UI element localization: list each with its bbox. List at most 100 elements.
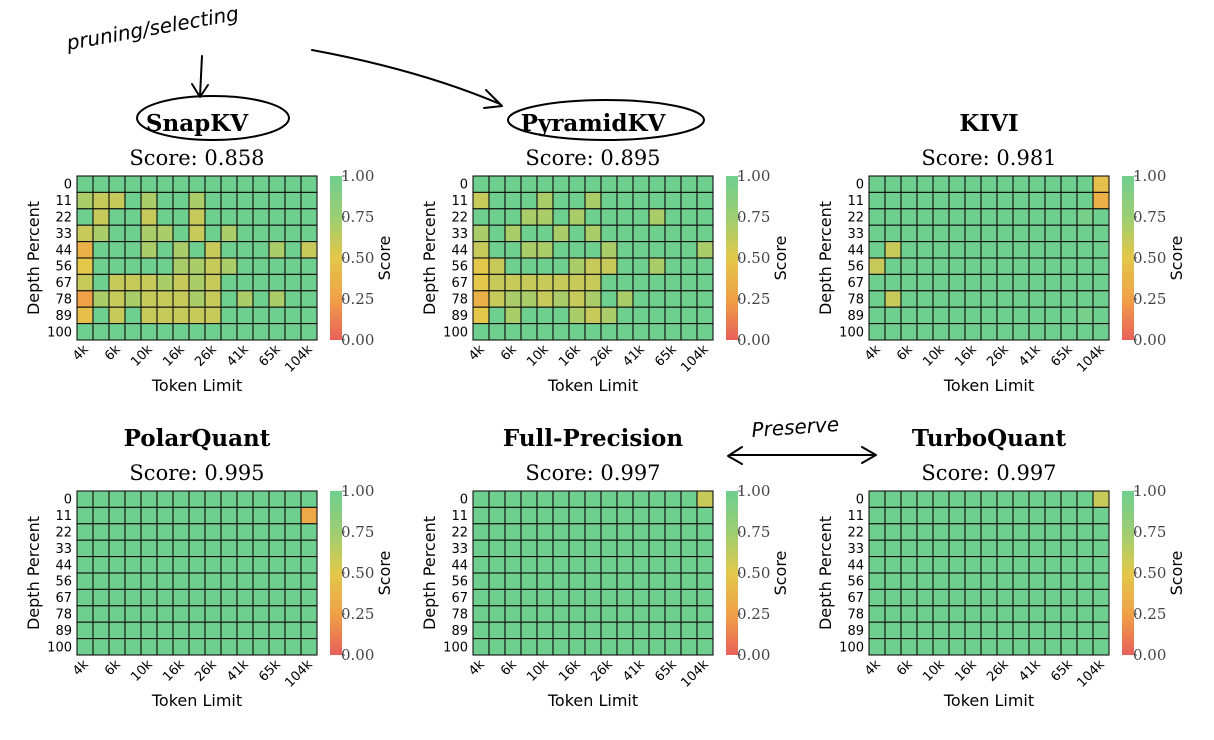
heatmap-cell	[472, 257, 490, 275]
heatmap-cell	[520, 224, 538, 243]
heatmap-cell	[600, 539, 618, 558]
heatmap-cell	[1060, 208, 1078, 226]
heatmap-cell	[1076, 572, 1094, 590]
x-tick-label: 16k	[556, 657, 584, 685]
heatmap-cell	[552, 257, 570, 275]
heatmap-cell	[932, 490, 950, 508]
heatmap-cell	[536, 191, 554, 210]
heatmap-cell	[472, 621, 490, 640]
heatmap-cell	[252, 605, 270, 623]
heatmap-cell	[600, 224, 618, 243]
heatmap-cell	[584, 588, 602, 607]
heatmap-cell	[124, 605, 142, 623]
heatmap-cell	[172, 588, 190, 607]
heatmap-cell	[680, 539, 698, 558]
heatmap-cell	[916, 241, 934, 259]
y-tick-label: 67	[451, 591, 468, 606]
x-tick-label: 104k	[1074, 657, 1108, 691]
heatmap-cell	[172, 191, 190, 210]
heatmap-cell	[92, 621, 110, 640]
heatmap-cell	[140, 588, 158, 607]
heatmap-cell	[188, 506, 206, 525]
x-tick-label: 104k	[678, 657, 712, 691]
heatmap-cell	[648, 588, 666, 607]
heatmap-cell	[1044, 556, 1062, 574]
heatmap-cell	[648, 523, 666, 541]
heatmap-cell	[1092, 523, 1110, 541]
heatmap-cell	[76, 241, 94, 259]
chart-title: Full-Precision	[503, 425, 683, 452]
heatmap-cell	[696, 191, 714, 210]
y-tick-label: 100	[443, 325, 468, 340]
heatmap-cell	[472, 490, 490, 508]
heatmap-cell	[284, 224, 302, 243]
heatmap-cell	[868, 556, 886, 574]
heatmap-cell	[204, 490, 222, 508]
heatmap-cell	[868, 257, 886, 275]
heatmap-cell	[648, 290, 666, 308]
heatmap-cell	[188, 572, 206, 590]
heatmap-cell	[188, 306, 206, 325]
heatmap-cell	[92, 191, 110, 210]
colorbar-tick-label: 0.25	[737, 605, 770, 623]
heatmap-cell	[188, 556, 206, 574]
heatmap-cell	[964, 257, 982, 275]
heatmap-cell	[1012, 539, 1030, 558]
y-tick-label: 100	[839, 640, 864, 655]
heatmap-cell	[1092, 273, 1110, 292]
chart-score: Score: 0.995	[129, 461, 264, 485]
heatmap-cell	[76, 306, 94, 325]
heatmap-cell	[124, 257, 142, 275]
heatmap-cell	[1092, 588, 1110, 607]
heatmap-cell	[284, 257, 302, 275]
heatmap-cell	[584, 306, 602, 325]
heatmap-cell	[1092, 257, 1110, 275]
heatmap-cell	[1012, 323, 1030, 341]
heatmap-cell	[92, 273, 110, 292]
y-tick-label: 44	[847, 558, 864, 573]
heatmap-cell	[488, 273, 506, 292]
heatmap-cell	[220, 208, 238, 226]
heatmap-cell	[932, 523, 950, 541]
heatmap-cell	[568, 556, 586, 574]
heatmap-cell	[504, 323, 522, 341]
heatmap-cell	[568, 572, 586, 590]
heatmap-cell	[900, 323, 918, 341]
y-tick-label: 33	[847, 542, 864, 557]
heatmap-cell	[568, 273, 586, 292]
x-tick-label: 41k	[620, 657, 648, 685]
heatmap-cell	[172, 208, 190, 226]
heatmap-cell	[696, 175, 714, 193]
heatmap-cell	[1076, 588, 1094, 607]
heatmap-cell	[568, 306, 586, 325]
colorbar-tick-label: 0.75	[737, 208, 770, 226]
heatmap-cell	[1076, 224, 1094, 243]
heatmap-cell	[236, 572, 254, 590]
heatmap-cell	[680, 506, 698, 525]
heatmap-cell	[1076, 191, 1094, 210]
y-tick-label: 78	[55, 293, 72, 308]
heatmap-cell	[300, 638, 318, 656]
heatmap-cell	[172, 257, 190, 275]
heatmap-cell	[916, 605, 934, 623]
heatmap-cell	[284, 323, 302, 341]
chart-score: Score: 0.858	[129, 146, 264, 170]
heatmap-cell	[616, 556, 634, 574]
heatmap-cell	[996, 621, 1014, 640]
heatmap-cell	[1092, 506, 1110, 525]
heatmap-cell	[204, 208, 222, 226]
y-axis-label: Depth Percent	[420, 201, 439, 315]
y-axis-label: Depth Percent	[24, 516, 43, 630]
heatmap-cell	[236, 556, 254, 574]
heatmap-cell	[916, 588, 934, 607]
heatmap-cell	[1092, 572, 1110, 590]
y-tick-label: 0	[460, 178, 468, 193]
heatmap-cell	[584, 241, 602, 259]
heatmap-cell	[948, 588, 966, 607]
colorbar-tick-label: 0.50	[1133, 249, 1166, 267]
heatmap-cell	[156, 539, 174, 558]
heatmap-cell	[632, 208, 650, 226]
colorbar-label: Score	[375, 551, 394, 596]
